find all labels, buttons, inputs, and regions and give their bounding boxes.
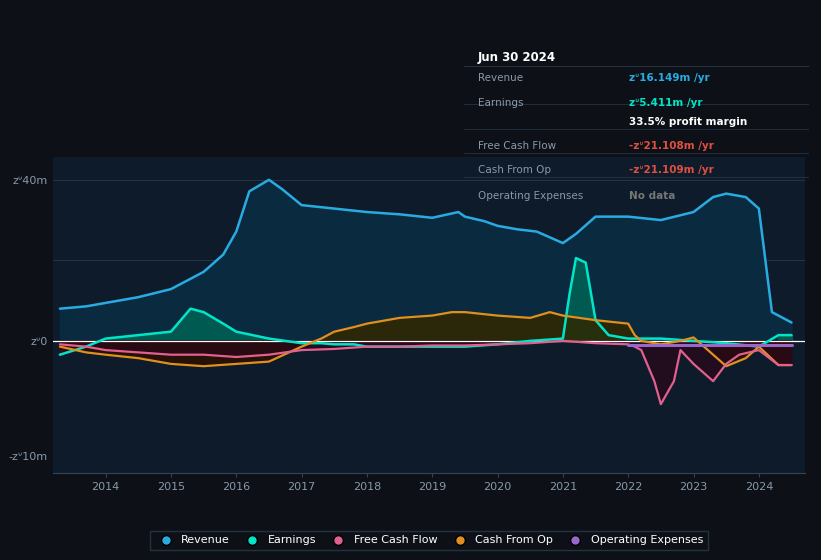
Text: -zᐡ21.108m /yr: -zᐡ21.108m /yr <box>630 141 714 151</box>
Text: zᐡ5.411m /yr: zᐡ5.411m /yr <box>630 97 703 108</box>
Text: -zᐡ21.109m /yr: -zᐡ21.109m /yr <box>630 165 714 175</box>
Legend: Revenue, Earnings, Free Cash Flow, Cash From Op, Operating Expenses: Revenue, Earnings, Free Cash Flow, Cash … <box>150 531 708 550</box>
Text: zᐡ16.149m /yr: zᐡ16.149m /yr <box>630 73 710 83</box>
Text: Operating Expenses: Operating Expenses <box>478 192 583 201</box>
Text: Earnings: Earnings <box>478 97 523 108</box>
Text: No data: No data <box>630 192 676 201</box>
Text: Jun 30 2024: Jun 30 2024 <box>478 51 556 64</box>
Text: 33.5% profit margin: 33.5% profit margin <box>630 116 748 127</box>
Text: Free Cash Flow: Free Cash Flow <box>478 141 556 151</box>
Text: Revenue: Revenue <box>478 73 523 83</box>
Text: Cash From Op: Cash From Op <box>478 165 551 175</box>
